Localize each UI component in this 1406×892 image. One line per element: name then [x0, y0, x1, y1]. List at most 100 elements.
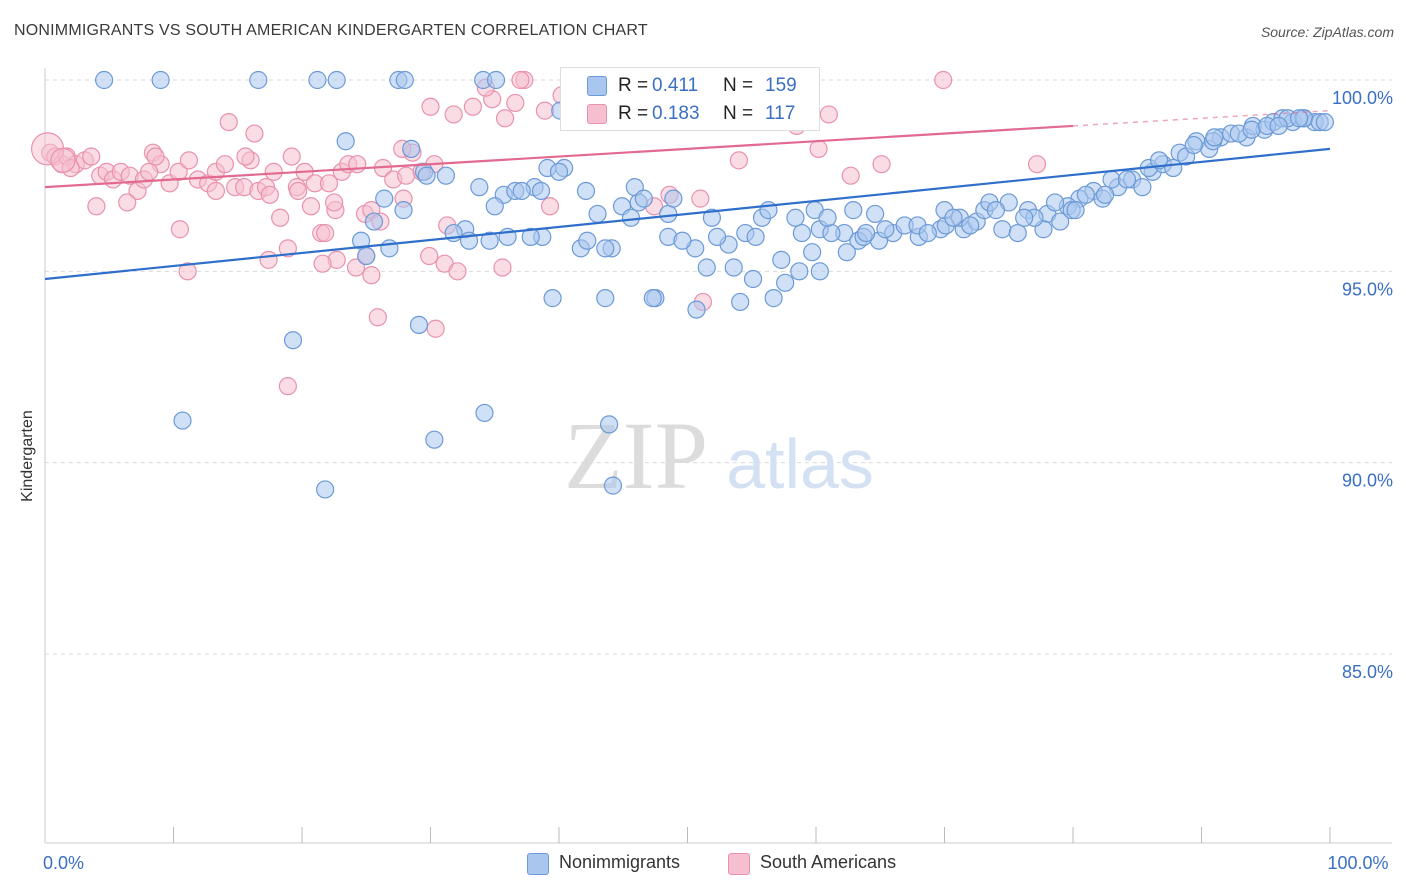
data-point-nonimmigrants	[578, 231, 597, 250]
data-point-nonimmigrants	[687, 300, 706, 319]
data-point-south-americans	[178, 262, 197, 281]
data-point-south-americans	[289, 181, 308, 201]
data-point-south-americans	[215, 155, 234, 174]
data-point-south-americans	[206, 181, 226, 201]
x-tick-label: 0.0%	[43, 853, 84, 873]
stats-row-south-americans: R = 0.183 N = 117	[561, 100, 819, 128]
data-point-nonimmigrants	[485, 197, 504, 216]
data-point-nonimmigrants	[417, 166, 436, 185]
data-point-south-americans	[493, 258, 512, 277]
data-point-south-americans	[368, 308, 387, 327]
data-point-nonimmigrants	[1269, 116, 1288, 136]
data-point-nonimmigrants	[707, 227, 727, 246]
tick-labels: 100.0% 95.0% 90.0% 85.0% 0.0% 100.0%	[43, 88, 1393, 873]
data-point-south-americans	[809, 139, 828, 158]
data-point-nonimmigrants	[308, 70, 327, 90]
data-point-south-americans	[146, 147, 165, 166]
data-point-nonimmigrants	[743, 269, 763, 289]
data-point-south-americans	[463, 97, 483, 116]
data-point-south-americans	[426, 319, 445, 338]
data-point-nonimmigrants	[792, 223, 811, 243]
data-point-nonimmigrants	[857, 223, 876, 243]
data-point-nonimmigrants	[1096, 185, 1115, 204]
n-value: 117	[765, 103, 796, 124]
data-point-nonimmigrants	[790, 262, 809, 281]
data-point-nonimmigrants	[576, 181, 596, 201]
data-point-nonimmigrants	[531, 181, 551, 201]
watermark-atlas: atlas	[726, 425, 874, 503]
data-point-nonimmigrants	[986, 201, 1006, 220]
stats-swatch-pink	[587, 104, 607, 124]
data-point-nonimmigrants	[724, 258, 743, 277]
data-point-south-americans	[139, 162, 159, 181]
data-point-south-americans	[396, 166, 416, 185]
trend-lines	[44, 109, 1331, 281]
stats-swatch-blue	[587, 76, 607, 96]
data-point-nonimmigrants	[1015, 208, 1034, 227]
trend-line-south-americans	[44, 124, 1074, 189]
data-point-nonimmigrants	[357, 246, 376, 266]
data-point-nonimmigrants	[395, 70, 414, 90]
data-point-nonimmigrants	[364, 212, 384, 231]
data-point-nonimmigrants	[866, 204, 885, 224]
n-label: N =	[723, 75, 754, 96]
data-point-nonimmigrants	[425, 430, 444, 449]
data-point-nonimmigrants	[375, 189, 394, 208]
data-point-nonimmigrants	[600, 415, 619, 434]
data-point-nonimmigrants	[1164, 158, 1183, 178]
data-point-south-americans	[729, 151, 749, 170]
r-value: 0.183	[652, 103, 700, 124]
data-point-nonimmigrants	[764, 289, 783, 308]
data-point-nonimmigrants	[844, 201, 863, 220]
data-point-south-americans	[319, 174, 339, 193]
data-point-nonimmigrants	[521, 227, 540, 246]
series-nonimmigrants	[95, 70, 1334, 499]
data-point-nonimmigrants	[837, 243, 856, 262]
y-tick-label: 85.0%	[1342, 662, 1393, 682]
data-point-nonimmigrants	[596, 289, 615, 308]
y-tick-label: 95.0%	[1342, 279, 1393, 299]
data-point-south-americans	[278, 239, 297, 258]
data-point-nonimmigrants	[1205, 128, 1224, 147]
data-point-nonimmigrants	[327, 70, 346, 90]
data-point-south-americans	[219, 112, 238, 132]
data-point-south-americans	[691, 189, 710, 208]
data-point-south-americans	[1027, 155, 1047, 174]
data-point-nonimmigrants	[1184, 135, 1203, 155]
data-point-nonimmigrants	[1149, 151, 1169, 170]
data-point-nonimmigrants	[475, 403, 494, 423]
stats-row-nonimmigrants: R = 0.411 N = 159	[561, 72, 819, 100]
data-point-south-americans	[444, 105, 463, 124]
data-point-south-americans	[325, 193, 344, 212]
data-point-nonimmigrants	[944, 208, 963, 227]
n-label: N =	[723, 103, 754, 124]
watermark-zip: ZIP	[564, 402, 708, 509]
data-point-south-americans	[841, 166, 860, 185]
data-point-south-americans	[535, 101, 554, 120]
data-point-south-americans	[259, 250, 278, 269]
r-value: 0.411	[652, 75, 699, 96]
data-point-nonimmigrants	[876, 220, 895, 239]
source-label: Source: ZipAtlas.com	[1260, 24, 1394, 40]
data-point-south-americans	[50, 147, 76, 173]
legend-swatch-pink	[728, 853, 750, 875]
data-point-south-americans	[82, 147, 101, 166]
data-point-south-americans	[118, 193, 137, 212]
data-point-nonimmigrants	[596, 239, 615, 258]
data-point-nonimmigrants	[1066, 201, 1085, 220]
data-point-south-americans	[934, 70, 953, 90]
data-point-south-americans	[264, 162, 283, 181]
data-point-south-americans	[245, 124, 264, 143]
data-point-south-americans	[170, 220, 190, 239]
legend-label: South Americans	[760, 852, 897, 872]
data-point-south-americans	[348, 155, 367, 174]
data-point-nonimmigrants	[283, 331, 303, 350]
data-point-nonimmigrants	[961, 216, 980, 235]
data-point-nonimmigrants	[1242, 120, 1261, 139]
data-point-nonimmigrants	[673, 231, 692, 250]
data-point-south-americans	[872, 155, 891, 174]
y-tick-label: 90.0%	[1342, 471, 1393, 491]
data-point-nonimmigrants	[173, 411, 192, 430]
data-point-south-americans	[495, 109, 515, 128]
